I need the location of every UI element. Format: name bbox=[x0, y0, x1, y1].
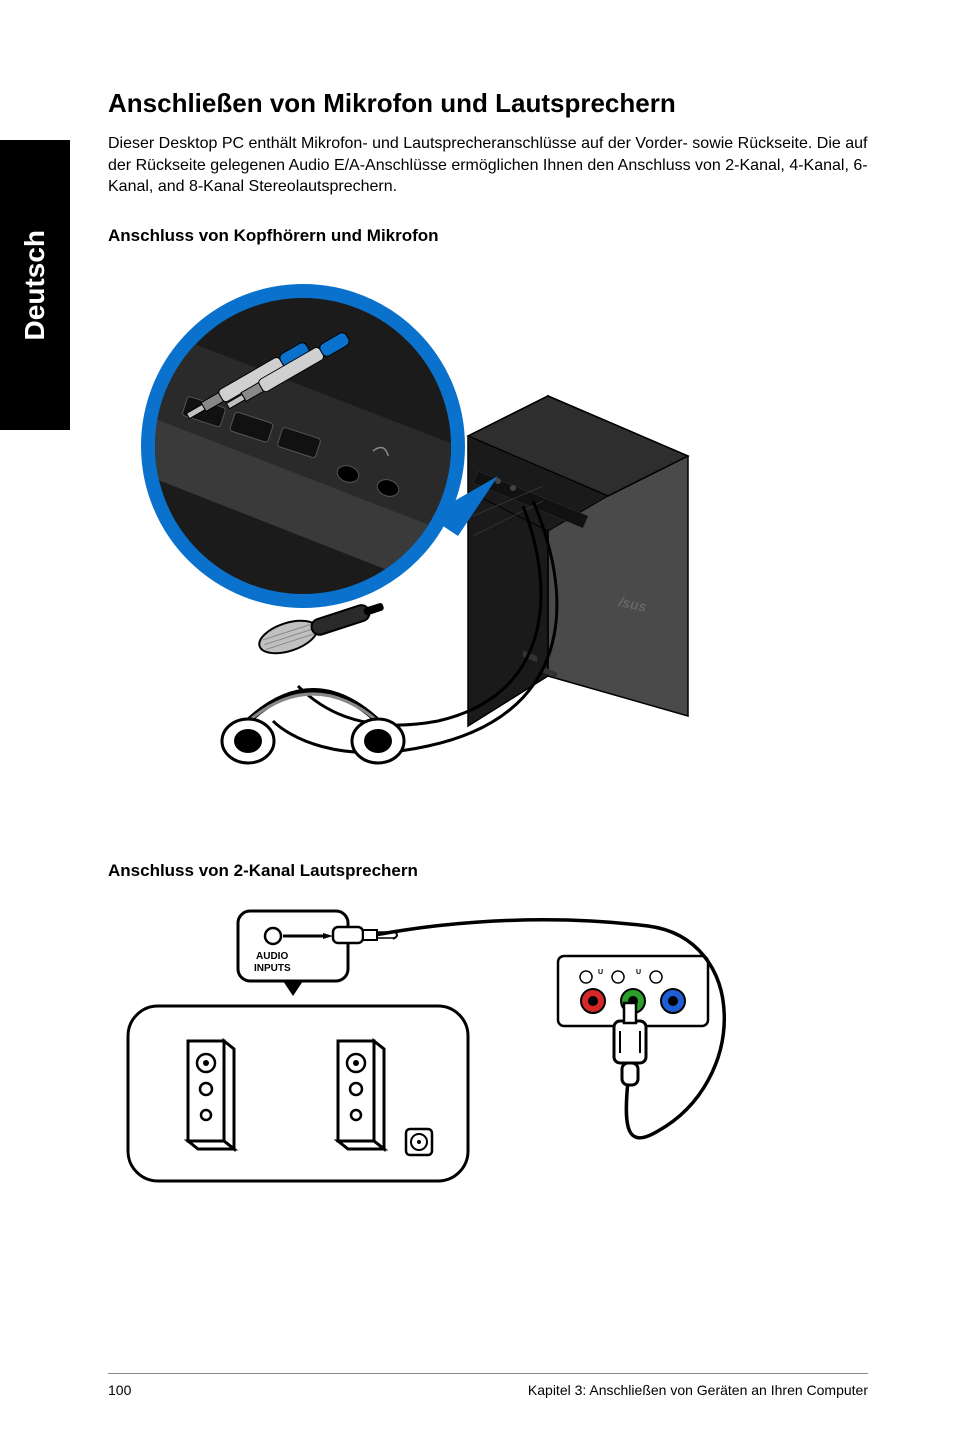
svg-text:U: U bbox=[598, 969, 603, 976]
section2-title: Anschluss von 2-Kanal Lautsprechern bbox=[108, 861, 868, 881]
audio-inputs-label-1: AUDIO bbox=[256, 951, 288, 962]
figure2-svg: AUDIO INPUTS bbox=[108, 901, 748, 1221]
page-number: 100 bbox=[108, 1382, 131, 1398]
desktop-tower: /sus bbox=[468, 396, 688, 726]
section1-title: Anschluss von Kopfhörern und Mikrofon bbox=[108, 226, 868, 246]
audio-inputs-label-2: INPUTS bbox=[254, 963, 291, 974]
page-heading: Anschließen von Mikrofon und Lautspreche… bbox=[108, 88, 868, 119]
audio-inputs-box: AUDIO INPUTS bbox=[238, 911, 348, 996]
page-content: Anschließen von Mikrofon und Lautspreche… bbox=[108, 88, 868, 1266]
figure-headphone-mic: /sus bbox=[128, 276, 868, 801]
language-label: Deutsch bbox=[19, 230, 51, 340]
figure-2ch-speakers: AUDIO INPUTS bbox=[108, 901, 868, 1226]
intro-paragraph: Dieser Desktop PC enthält Mikrofon- und … bbox=[108, 133, 868, 198]
page-footer: 100 Kapitel 3: Anschließen von Geräten a… bbox=[108, 1373, 868, 1398]
headphones-icon bbox=[222, 691, 404, 763]
speaker-group bbox=[128, 1006, 468, 1181]
svg-text:U: U bbox=[636, 969, 641, 976]
figure1-svg: /sus bbox=[128, 276, 728, 796]
language-side-tab: Deutsch bbox=[0, 140, 70, 430]
callout-zoom bbox=[148, 291, 498, 601]
chapter-label: Kapitel 3: Anschließen von Geräten an Ih… bbox=[528, 1382, 868, 1398]
